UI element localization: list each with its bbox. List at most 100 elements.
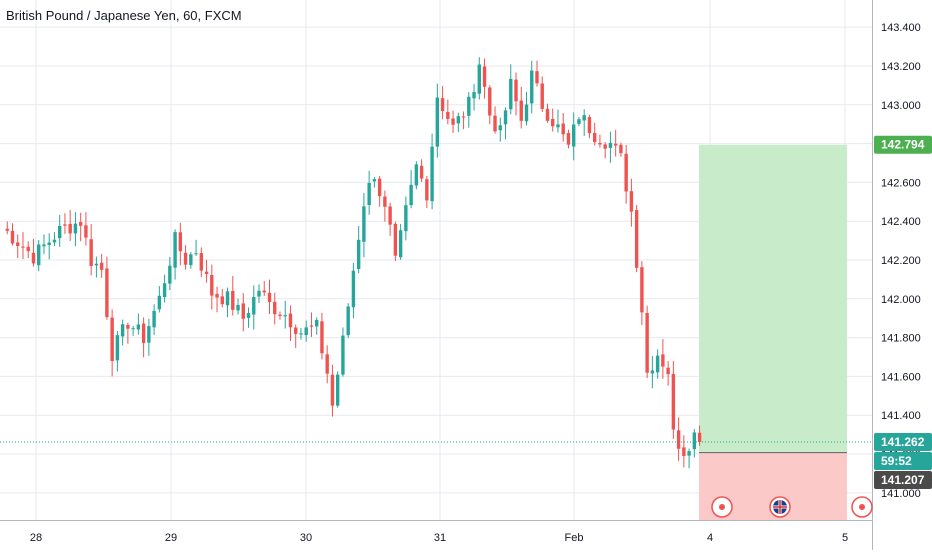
candle-body [78, 222, 83, 226]
candle-body [162, 283, 167, 298]
candle-body [451, 118, 455, 125]
candle-body [288, 313, 293, 328]
candle-body [592, 132, 597, 142]
candle-body [84, 225, 88, 238]
candle-body [629, 191, 634, 212]
candle-body [325, 354, 329, 374]
candle-body [551, 118, 555, 127]
candle-body [262, 290, 266, 293]
candle-body [5, 228, 9, 231]
candle-body [99, 262, 104, 270]
y-tick-label: 142.600 [881, 177, 921, 189]
candle-body [330, 374, 335, 406]
candle-body [671, 373, 676, 430]
candle-body [73, 223, 78, 234]
candle-body [367, 182, 371, 206]
y-tick-label: 141.000 [881, 488, 921, 500]
candle-body [498, 125, 502, 131]
candle-body [650, 370, 655, 374]
candle-body [341, 335, 345, 375]
candle-body [220, 296, 224, 305]
event-marker-icon [851, 496, 873, 518]
candle-body [461, 116, 466, 118]
candle-body [26, 246, 30, 252]
candle-body [68, 223, 72, 234]
candle-body [687, 451, 691, 456]
candle-body [572, 124, 576, 147]
candle-body [398, 230, 403, 258]
candle-body [152, 310, 156, 328]
x-tick-label: 30 [300, 532, 312, 544]
candle-body [147, 326, 151, 343]
countdown-label: 59:52 [881, 454, 912, 468]
uk-flag-icon [769, 496, 791, 518]
candle-body [21, 246, 25, 248]
candle-body [414, 164, 419, 186]
candle-body [309, 325, 314, 327]
stop-price-label: 141.207 [881, 473, 925, 487]
candle-body [556, 124, 560, 128]
candle-body [57, 225, 62, 239]
candle-body [351, 270, 356, 308]
candle-body [173, 232, 177, 268]
candle-body [157, 295, 162, 310]
candle-body [115, 335, 120, 361]
candle-body [105, 268, 109, 318]
y-tick-label: 141.400 [881, 410, 921, 422]
candle-body [204, 271, 209, 274]
candle-body [141, 323, 146, 344]
candle-body [524, 104, 529, 122]
current-price-label: 141.262 [881, 435, 925, 449]
candle-body [603, 144, 607, 149]
candle-body [52, 239, 57, 243]
candle-body [236, 305, 240, 311]
candle-body [655, 355, 660, 373]
candle-body [335, 374, 340, 406]
candle-body [472, 92, 476, 99]
candle-body [540, 83, 544, 109]
candle-body [47, 242, 51, 245]
target-price-label: 142.794 [881, 138, 925, 152]
candle-body [388, 206, 392, 225]
candle-body [278, 314, 282, 316]
candles [5, 57, 702, 469]
position-zones [699, 144, 847, 520]
candle-body [440, 98, 445, 112]
candle-body [16, 242, 20, 247]
y-tick-label: 143.000 [881, 100, 921, 112]
candle-body [488, 87, 492, 116]
candle-body [320, 321, 324, 354]
candle-body [42, 244, 46, 247]
candle-body [110, 317, 114, 361]
candle-body [430, 146, 434, 202]
candle-body [692, 432, 697, 450]
y-tick-label: 141.800 [881, 333, 921, 345]
candle-body [645, 312, 649, 373]
candle-body [587, 117, 592, 134]
y-tick-label: 143.400 [881, 22, 921, 34]
candle-body [131, 328, 135, 330]
x-tick-label: 31 [434, 532, 446, 544]
y-tick-label: 143.200 [881, 61, 921, 73]
candle-body [346, 306, 350, 336]
candle-body [446, 112, 450, 119]
candle-body [613, 143, 618, 146]
candle-body [409, 184, 413, 206]
candle-body [624, 153, 628, 192]
candle-body [619, 144, 623, 154]
profit-zone [699, 144, 847, 453]
candle-body [10, 230, 15, 244]
candle-body [404, 205, 408, 232]
stop-price-label-bg [874, 471, 932, 489]
candle-body [530, 70, 534, 104]
candle-body [514, 79, 518, 102]
x-tick-label: 29 [165, 532, 177, 544]
candle-body [561, 123, 565, 135]
candle-body [493, 115, 497, 132]
candle-body [582, 115, 586, 121]
target-price-label-bg [874, 135, 932, 154]
candle-body [126, 324, 130, 329]
candle-body [477, 64, 481, 94]
